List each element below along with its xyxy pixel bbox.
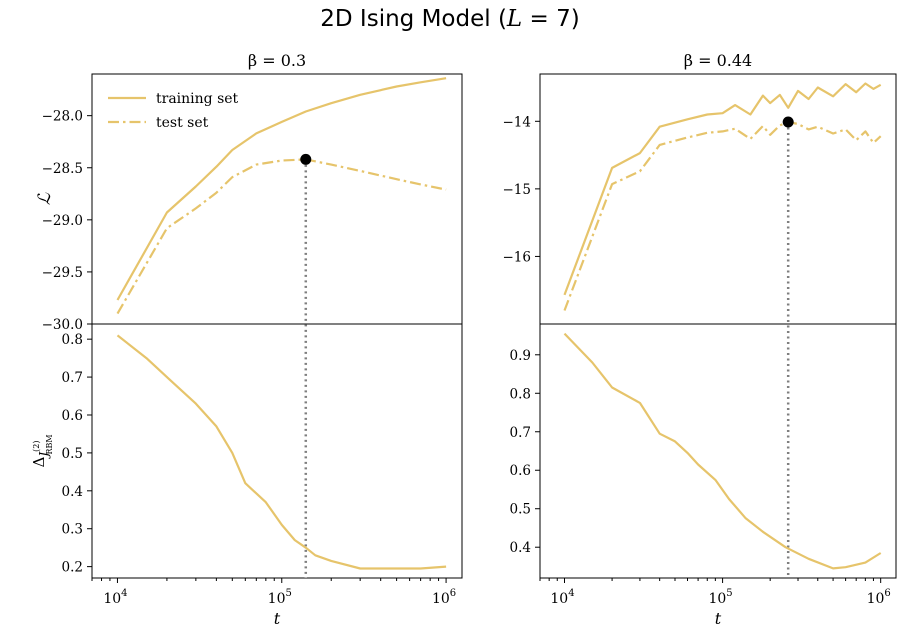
peak-marker-1 <box>782 116 794 128</box>
x-axis-label: t <box>715 609 722 628</box>
bottom-y-axis-label: ΔJ(2) RBM <box>30 434 54 467</box>
bottom-ytick-label: 0.8 <box>510 386 531 402</box>
ylabel-subscript: RBM <box>45 434 54 454</box>
xtick-exponent: 5 <box>726 588 732 599</box>
test-set-line-1 <box>563 120 882 311</box>
top-axes-frame-1 <box>539 73 897 325</box>
bottom-ytick-label: 0.5 <box>510 502 531 518</box>
bottom-axes-frame-0 <box>91 323 463 579</box>
legend-training-label: training set <box>156 91 239 107</box>
bottom-ytick-label: 0.5 <box>62 446 83 462</box>
bottom-ytick-label: 0.8 <box>62 332 83 348</box>
ylabel-superscript: (2) <box>32 441 41 452</box>
training-set-line-1 <box>563 82 882 296</box>
delta-line-1 <box>563 332 882 570</box>
top-axes-frame-0 <box>91 73 463 325</box>
bottom-axes-frame-1 <box>539 323 897 579</box>
bottom-ytick-label: 0.6 <box>62 408 83 424</box>
ylabel-j: J <box>37 451 51 460</box>
xtick-exponent: 6 <box>884 588 890 599</box>
bottom-ytick-label: 0.2 <box>62 560 83 576</box>
xtick-label: 106 <box>867 588 891 607</box>
figure-title-suffix: = 7) <box>522 6 580 32</box>
panel-title-0: β = 0.3 <box>248 51 306 70</box>
xtick-exponent: 6 <box>450 588 456 599</box>
training-set-line-0 <box>116 77 447 301</box>
ylabel-delta: Δ <box>30 457 48 468</box>
top-y-axis-label: ℒ <box>35 192 55 205</box>
bottom-ytick-label: 0.7 <box>510 425 531 441</box>
legend-test-label: test set <box>156 115 209 131</box>
top-ytick-label: −16 <box>503 249 532 265</box>
bottom-ytick-label: 0.3 <box>62 522 83 538</box>
peak-marker-0 <box>300 153 312 165</box>
title-bar: 2D Ising Model (L = 7) <box>0 6 900 42</box>
xtick-label: 104 <box>550 588 574 607</box>
top-ytick-label: −14 <box>503 114 532 130</box>
xtick-exponent: 4 <box>568 588 574 599</box>
figure-title-variable: L <box>506 6 523 32</box>
delta-line-0 <box>116 334 447 570</box>
figure-title: 2D Ising Model (L = 7) <box>320 6 579 32</box>
x-axis-label: t <box>274 609 281 628</box>
figure-title-prefix: 2D Ising Model ( <box>320 6 507 32</box>
xtick-exponent: 4 <box>121 588 127 599</box>
xtick-label: 106 <box>432 588 456 607</box>
bottom-ytick-label: 0.7 <box>62 370 83 386</box>
top-ytick-label: −15 <box>503 182 532 198</box>
bottom-ytick-label: 0.9 <box>510 348 531 364</box>
bottom-ytick-label: 0.4 <box>510 540 531 556</box>
panel-title-1: β = 0.44 <box>684 51 752 70</box>
test-set-line-0 <box>116 158 447 315</box>
top-ytick-label: −29.5 <box>42 265 83 281</box>
bottom-ytick-label: 0.4 <box>62 484 83 500</box>
top-ytick-label: −28.5 <box>42 161 83 177</box>
xtick-exponent: 5 <box>285 588 291 599</box>
top-ytick-label: −30.0 <box>42 317 83 333</box>
top-ytick-label: −28.0 <box>42 109 83 125</box>
top-ytick-label: −29.0 <box>42 213 83 229</box>
xtick-label: 104 <box>103 588 127 607</box>
xtick-label: 105 <box>268 588 292 607</box>
xtick-label: 105 <box>708 588 732 607</box>
bottom-ytick-label: 0.6 <box>510 463 531 479</box>
